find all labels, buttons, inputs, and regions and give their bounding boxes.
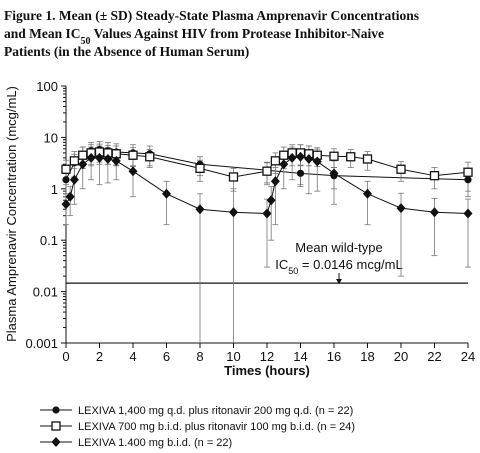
data-point bbox=[296, 151, 305, 162]
data-point bbox=[312, 156, 322, 167]
error-bar bbox=[364, 180, 371, 226]
data-point bbox=[430, 207, 439, 218]
data-point bbox=[329, 151, 339, 161]
data-point bbox=[464, 176, 472, 184]
title-part: Values Against HIV from Protease Inhibit… bbox=[91, 26, 385, 41]
data-point bbox=[463, 208, 473, 219]
x-axis-label: Times (hours) bbox=[224, 363, 310, 378]
title-subscript: 50 bbox=[81, 36, 91, 47]
data-point bbox=[463, 167, 473, 177]
data-point bbox=[279, 150, 289, 160]
data-point bbox=[111, 155, 121, 166]
error-bar bbox=[197, 193, 203, 343]
x-tick-label: 4 bbox=[129, 349, 136, 364]
data-point bbox=[429, 171, 440, 181]
x-tick-label: 12 bbox=[260, 349, 274, 364]
y-tick-label: 0.01 bbox=[33, 285, 58, 300]
annotation-arrowhead bbox=[336, 279, 343, 284]
data-point bbox=[304, 153, 314, 164]
legend-label: LEXIVA 1,400 mg q.d. plus ritonavir 200 … bbox=[78, 405, 353, 417]
legend-marker bbox=[51, 437, 61, 447]
data-point bbox=[296, 169, 305, 177]
plot-area bbox=[61, 141, 473, 343]
data-point bbox=[86, 152, 96, 163]
data-point bbox=[69, 156, 80, 166]
x-tick-label: 24 bbox=[461, 349, 475, 364]
data-point bbox=[69, 174, 79, 185]
data-point bbox=[270, 156, 281, 166]
x-tick-label: 20 bbox=[394, 349, 408, 364]
annotation-part: IC bbox=[275, 257, 288, 272]
annotation-subscript: 50 bbox=[288, 266, 298, 276]
legend-label: LEXIVA 1.400 mg b.i.d. (n = 22) bbox=[78, 437, 232, 449]
error-bar bbox=[431, 198, 438, 257]
annotation: IC50 = 0.0146 mcg/mL bbox=[275, 257, 402, 276]
data-point bbox=[346, 152, 356, 162]
data-point bbox=[262, 166, 272, 176]
title-part: and Mean IC bbox=[4, 26, 81, 41]
x-tick-label: 6 bbox=[163, 349, 170, 364]
chart-title: Patients (in the Absence of Human Serum) bbox=[4, 44, 249, 59]
x-tick-label: 8 bbox=[196, 349, 203, 364]
chart-title: and Mean IC50 Values Against HIV from Pr… bbox=[4, 26, 384, 47]
data-point bbox=[362, 154, 373, 164]
y-tick-label: 0.001 bbox=[25, 336, 58, 351]
legend-marker bbox=[52, 406, 60, 414]
data-point bbox=[95, 152, 104, 163]
data-point bbox=[78, 150, 88, 160]
annotation: Mean wild-type bbox=[295, 240, 382, 255]
data-point bbox=[128, 166, 138, 177]
data-point bbox=[128, 150, 138, 160]
chart-title: Figure 1. Mean (± SD) Steady-State Plasm… bbox=[4, 8, 419, 23]
data-point bbox=[229, 207, 238, 218]
y-axis-label: Plasma Amprenavir Concentration (mcg/mL) bbox=[4, 86, 19, 342]
data-point bbox=[329, 168, 339, 179]
x-tick-label: 22 bbox=[427, 349, 441, 364]
x-tick-label: 14 bbox=[293, 349, 307, 364]
y-tick-label: 100 bbox=[36, 79, 58, 94]
data-point bbox=[279, 159, 289, 170]
x-tick-label: 16 bbox=[327, 349, 341, 364]
x-tick-label: 10 bbox=[226, 349, 240, 364]
x-tick-label: 18 bbox=[360, 349, 374, 364]
data-point bbox=[363, 188, 372, 199]
y-tick-label: 0.1 bbox=[40, 233, 58, 248]
data-point bbox=[145, 152, 155, 162]
y-tick-label: 10 bbox=[44, 130, 58, 145]
y-tick-label: 1 bbox=[51, 182, 58, 197]
data-point bbox=[195, 163, 205, 173]
data-point bbox=[65, 191, 75, 202]
data-point bbox=[287, 152, 297, 163]
data-point bbox=[270, 176, 280, 187]
data-point bbox=[61, 164, 71, 174]
data-point bbox=[262, 208, 272, 219]
error-bar bbox=[130, 159, 136, 198]
annotation-part: = 0.0146 mcg/mL bbox=[298, 257, 402, 272]
error-bar bbox=[163, 180, 170, 226]
data-point bbox=[195, 204, 205, 215]
data-point bbox=[61, 199, 71, 210]
data-point bbox=[228, 172, 239, 182]
legend-label: LEXIVA 700 mg b.i.d. plus ritonavir 100 … bbox=[78, 421, 355, 433]
legend-marker bbox=[51, 421, 61, 431]
data-point bbox=[396, 203, 406, 214]
error-bar bbox=[71, 167, 78, 205]
data-point bbox=[266, 195, 276, 206]
x-tick-label: 2 bbox=[96, 349, 103, 364]
data-point bbox=[62, 176, 70, 184]
data-point bbox=[78, 159, 88, 170]
data-point bbox=[103, 153, 113, 164]
data-point bbox=[396, 164, 406, 174]
x-tick-label: 0 bbox=[62, 349, 69, 364]
data-point bbox=[162, 188, 171, 199]
